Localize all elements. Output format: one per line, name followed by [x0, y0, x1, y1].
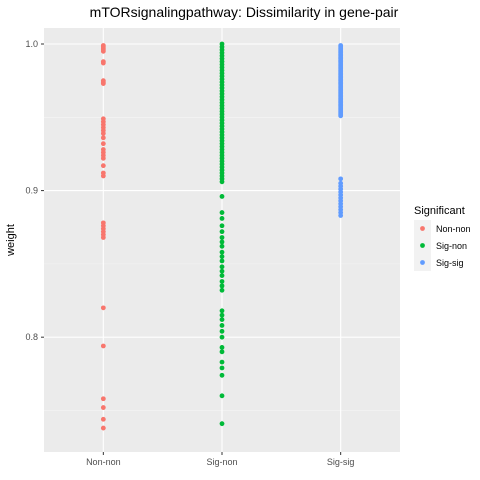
y-axis-label: weight	[5, 224, 17, 257]
data-point	[219, 264, 225, 270]
data-point	[338, 113, 344, 119]
legend-label: Sig-non	[436, 241, 467, 251]
data-point	[219, 268, 225, 274]
data-point	[219, 179, 225, 185]
data-point	[100, 48, 106, 54]
data-point	[219, 279, 225, 284]
data-point	[219, 393, 225, 399]
data-point	[219, 235, 225, 240]
data-point	[100, 235, 106, 240]
data-point	[100, 135, 106, 141]
y-tick-label: 0.9	[25, 186, 38, 196]
data-point	[100, 305, 106, 311]
y-tick-label: 1.0	[25, 39, 38, 49]
data-point	[219, 334, 225, 340]
legend-title: Significant	[414, 205, 465, 217]
data-point	[219, 243, 225, 249]
data-point	[100, 425, 106, 431]
legend: Significant Non-non Sig-non Sig-sig	[414, 205, 471, 271]
data-point	[219, 365, 225, 371]
data-point	[219, 229, 225, 235]
data-point	[100, 416, 106, 422]
data-point	[219, 359, 225, 365]
data-point	[100, 131, 106, 136]
data-point	[219, 287, 225, 293]
data-point	[100, 81, 106, 86]
data-point	[219, 328, 225, 334]
data-point	[219, 421, 225, 427]
chart-title: mTORsignalingpathway: Dissimilarity in g…	[90, 4, 399, 20]
x-tick-label: Sig-non	[206, 457, 237, 467]
data-point	[219, 194, 225, 199]
data-point	[100, 155, 106, 161]
legend-swatch	[420, 243, 425, 248]
data-point	[219, 223, 225, 229]
data-point	[219, 254, 225, 259]
data-point	[219, 345, 225, 350]
data-point	[219, 283, 225, 289]
data-point	[100, 396, 106, 402]
data-point	[219, 308, 225, 314]
data-point	[219, 249, 225, 255]
data-point	[100, 141, 106, 147]
data-points	[100, 41, 344, 431]
x-tick-label: Non-non	[86, 457, 121, 467]
data-point	[100, 173, 106, 179]
data-point	[219, 349, 225, 355]
data-point	[338, 213, 344, 218]
data-point	[219, 317, 225, 322]
data-point	[100, 60, 106, 66]
legend-swatch	[420, 260, 425, 265]
data-point	[219, 258, 225, 264]
data-point	[100, 343, 106, 349]
data-point	[219, 312, 225, 318]
data-point	[338, 176, 344, 182]
legend-label: Non-non	[436, 224, 471, 234]
data-point	[219, 323, 225, 328]
data-point	[219, 273, 225, 279]
legend-label: Sig-sig	[436, 258, 464, 268]
data-point	[100, 163, 106, 169]
x-tick-label: Sig-sig	[327, 457, 355, 467]
data-point	[219, 239, 225, 245]
axis-ticks: 0.8 0.9 1.0 Non-non Sig-non Sig-sig	[25, 39, 354, 467]
data-point	[219, 210, 225, 215]
data-point	[219, 372, 225, 378]
legend-swatch	[420, 226, 425, 231]
data-point	[100, 405, 106, 410]
y-tick-label: 0.8	[25, 332, 38, 342]
data-point	[219, 216, 225, 221]
